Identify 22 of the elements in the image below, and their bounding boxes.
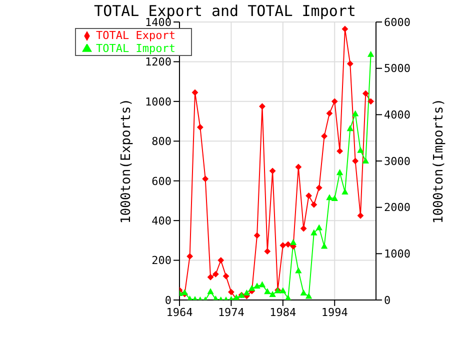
y2-tick-label: 6000 bbox=[384, 16, 410, 29]
x-tick-label: 1984 bbox=[270, 306, 297, 319]
y2-tick-label: 2000 bbox=[384, 201, 410, 214]
legend-label: TOTAL Import bbox=[96, 42, 176, 55]
y-tick-label: 600 bbox=[152, 174, 172, 188]
y2-tick-label: 4000 bbox=[384, 108, 410, 122]
y2-tick-label: 0 bbox=[384, 294, 391, 307]
x-tick-label: 1994 bbox=[321, 306, 348, 319]
y-tick-label: 1000 bbox=[144, 95, 172, 108]
y-tick-label: 1200 bbox=[144, 56, 172, 69]
y-tick-label: 0 bbox=[164, 294, 172, 307]
y-tick-label: 200 bbox=[152, 254, 172, 268]
y2-tick-label: 3000 bbox=[384, 154, 410, 168]
y2-tick-label: 5000 bbox=[384, 62, 410, 76]
y-tick-label: 400 bbox=[152, 214, 172, 228]
y2-axis-title: 1000ton(Imports) bbox=[432, 98, 447, 224]
x-tick-label: 1964 bbox=[166, 306, 194, 319]
y2-tick-label: 1000 bbox=[384, 248, 410, 261]
y-axis-title: 1000ton(Exports) bbox=[119, 98, 134, 224]
legend-label: TOTAL Export bbox=[96, 29, 176, 42]
x-tick-label: 1974 bbox=[218, 306, 245, 319]
y-tick-label: 800 bbox=[152, 135, 172, 148]
